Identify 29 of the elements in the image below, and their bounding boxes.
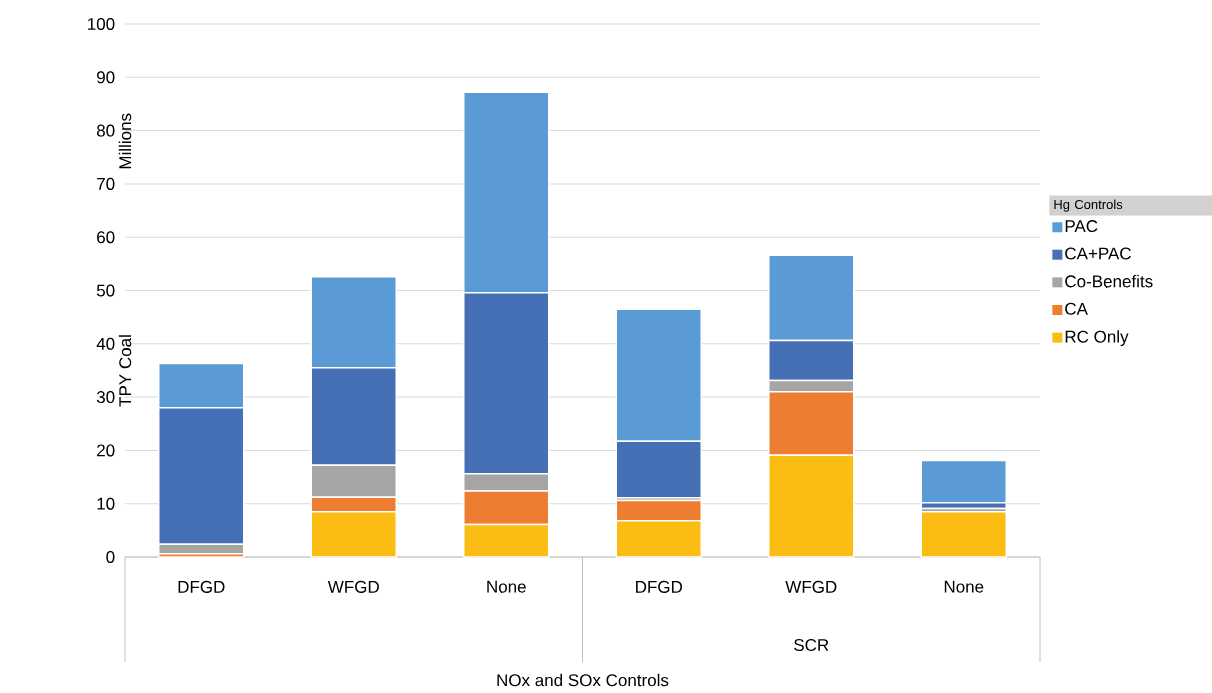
y-tick-label: 40: [96, 337, 115, 350]
x-tick-label: DFGD: [636, 580, 683, 593]
y-tick-label: 0: [106, 550, 115, 564]
legend-label: CA+PAC: [1065, 247, 1131, 260]
x-tick-label: WFGD: [327, 580, 379, 593]
x-tick-label: None: [487, 580, 526, 593]
y-tick-label: 80: [96, 124, 115, 137]
y-tick-label: 10: [97, 497, 115, 510]
legend-title: Hg Controls: [1054, 199, 1123, 212]
y-tick-label: 60: [97, 231, 115, 244]
bar: [920, 510, 1008, 558]
text: SCR: [794, 638, 829, 652]
legend-label: PAC: [1065, 220, 1098, 233]
y-tick-label: 90: [97, 71, 115, 84]
y-tick-label: 50: [96, 284, 115, 297]
annotation: Millions: [118, 113, 132, 169]
legend-label: CA: [1065, 302, 1088, 315]
y-tick-label: 100: [88, 17, 115, 31]
bar: [920, 459, 1008, 504]
x-axis-title: NOx and SOx Controls: [497, 673, 669, 687]
x-tick-label: WFGD: [785, 580, 837, 593]
legend-label: Co-Benefits: [1065, 274, 1153, 288]
y-tick-label: 20: [97, 444, 115, 457]
y-tick-label: 70: [97, 177, 115, 190]
x-tick-label: None: [944, 580, 984, 593]
y-axis-title: TPY Coal: [118, 335, 132, 407]
x-tick-label: DFGD: [178, 580, 225, 593]
y-tick-label: 30: [96, 391, 115, 404]
legend-label: RC Only: [1065, 330, 1129, 347]
